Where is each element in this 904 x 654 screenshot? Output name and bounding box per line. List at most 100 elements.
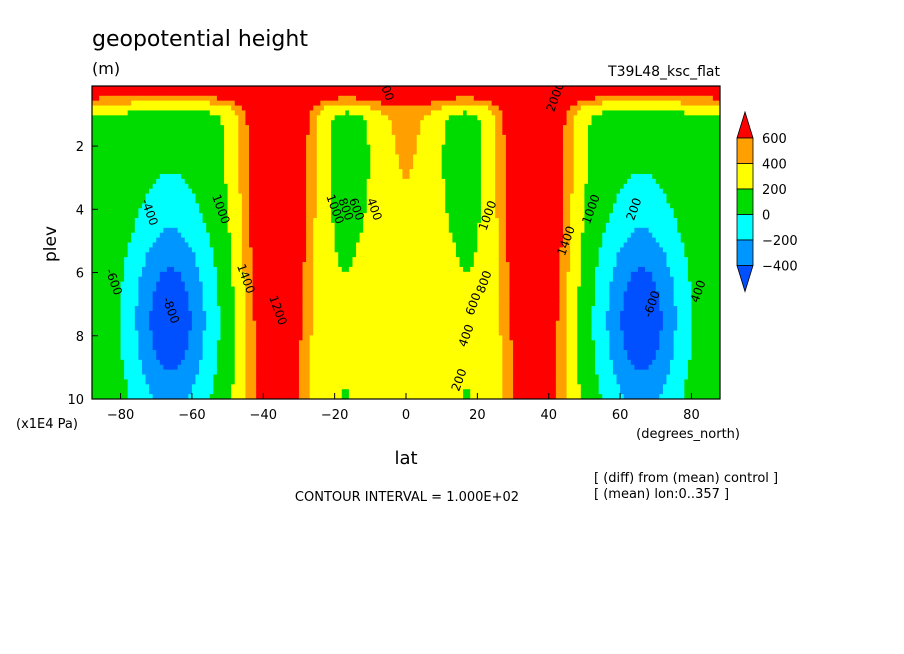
contour-fill-cell xyxy=(181,198,186,204)
contour-fill-cell xyxy=(413,110,418,116)
contour-fill-cell xyxy=(673,174,678,180)
contour-fill-cell xyxy=(591,115,596,121)
contour-fill-cell xyxy=(356,159,361,165)
contour-fill-cell xyxy=(381,110,386,116)
contour-fill-cell xyxy=(495,134,500,141)
contour-fill-cell xyxy=(630,183,635,190)
contour-fill-cell xyxy=(352,178,357,185)
contour-fill-cell xyxy=(466,110,471,116)
contour-fill-cell xyxy=(116,115,122,121)
contour-fill-cell xyxy=(684,159,689,165)
contour-fill-cell xyxy=(406,110,411,116)
contour-fill-cell xyxy=(409,183,414,190)
contour-fill-cell xyxy=(712,95,718,102)
contour-fill-cell xyxy=(616,120,621,126)
contour-fill-cell xyxy=(348,218,354,224)
contour-fill-cell xyxy=(238,193,243,200)
contour-fill-cell xyxy=(256,120,261,126)
contour-fill-cell xyxy=(231,178,236,185)
contour-fill-cell xyxy=(413,208,418,214)
contour-fill-cell xyxy=(224,198,229,204)
contour-fill-cell xyxy=(687,100,693,107)
contour-fill-cell xyxy=(99,178,104,185)
contour-fill-cell xyxy=(702,178,707,185)
contour-fill-cell xyxy=(331,110,336,116)
contour-fill-cell xyxy=(591,139,596,146)
contour-fill-cell xyxy=(716,139,720,146)
contour-fill-cell xyxy=(534,198,539,204)
contour-fill-cell xyxy=(684,198,689,204)
contour-fill-cell xyxy=(416,178,421,185)
contour-fill-cell xyxy=(652,198,657,204)
contour-fill-cell xyxy=(306,95,311,102)
contour-fill-cell xyxy=(238,110,243,116)
contour-fill-cell xyxy=(181,125,186,131)
contour-fill-cell xyxy=(677,154,682,160)
contour-fill-cell xyxy=(434,193,439,200)
contour-fill-cell xyxy=(145,183,150,190)
contour-fill-cell xyxy=(502,193,507,200)
contour-fill-cell xyxy=(530,139,536,146)
contour-fill-cell xyxy=(591,86,596,92)
contour-fill-cell xyxy=(288,178,293,185)
contour-fill-cell xyxy=(206,154,211,160)
contour-fill-cell xyxy=(595,174,600,180)
contour-fill-cell xyxy=(288,198,293,204)
contour-fill-cell xyxy=(398,120,404,126)
contour-fill-cell xyxy=(563,105,568,112)
contour-fill-cell xyxy=(438,115,443,121)
contour-fill-cell xyxy=(348,90,354,97)
contour-fill-cell xyxy=(231,164,236,170)
contour-fill-cell xyxy=(409,86,414,92)
contour-fill-cell xyxy=(584,120,589,126)
contour-fill-cell xyxy=(612,169,618,175)
contour-fill-cell xyxy=(705,159,710,165)
contour-fill-cell xyxy=(273,130,279,136)
contour-fill-cell xyxy=(605,213,610,219)
contour-fill-cell xyxy=(516,95,521,102)
contour-fill-cell xyxy=(480,169,486,175)
contour-fill-cell xyxy=(377,193,382,200)
contour-fill-cell xyxy=(170,159,175,165)
contour-fill-cell xyxy=(563,169,568,175)
contour-fill-cell xyxy=(113,144,118,151)
contour-fill-cell xyxy=(566,134,571,141)
contour-fill-cell xyxy=(281,193,286,200)
contour-fill-cell xyxy=(102,218,107,224)
contour-fill-cell xyxy=(206,174,211,180)
contour-fill-cell xyxy=(709,100,714,107)
contour-fill-cell xyxy=(530,218,536,224)
contour-fill-cell xyxy=(291,208,296,214)
contour-fill-cell xyxy=(131,203,136,209)
contour-fill-cell xyxy=(459,188,464,195)
contour-fill-cell xyxy=(627,218,632,224)
contour-fill-cell xyxy=(513,105,518,112)
contour-fill-cell xyxy=(113,208,118,214)
contour-fill-cell xyxy=(598,154,603,160)
contour-fill-cell xyxy=(616,203,621,209)
contour-fill-cell xyxy=(156,208,161,214)
contour-fill-cell xyxy=(666,105,671,112)
contour-fill-cell xyxy=(206,178,211,185)
contour-fill-cell xyxy=(687,105,693,112)
contour-fill-cell xyxy=(227,183,232,190)
contour-fill-cell xyxy=(695,95,700,102)
contour-fill-cell xyxy=(406,159,411,165)
contour-fill-cell xyxy=(188,139,193,146)
contour-fill-cell xyxy=(227,218,232,224)
contour-fill-cell xyxy=(99,154,104,160)
contour-fill-cell xyxy=(505,90,511,97)
contour-fill-cell xyxy=(434,188,439,195)
contour-fill-cell xyxy=(327,110,332,116)
contour-fill-cell xyxy=(388,100,393,107)
contour-fill-cell xyxy=(662,130,668,136)
contour-fill-cell xyxy=(202,174,207,180)
contour-fill-cell xyxy=(306,218,311,224)
contour-fill-cell xyxy=(224,130,229,136)
contour-fill-cell xyxy=(302,193,307,200)
contour-fill-cell xyxy=(702,203,707,209)
contour-fill-cell xyxy=(466,149,471,156)
contour-fill-cell xyxy=(616,95,621,102)
contour-fill-cell xyxy=(302,169,307,175)
